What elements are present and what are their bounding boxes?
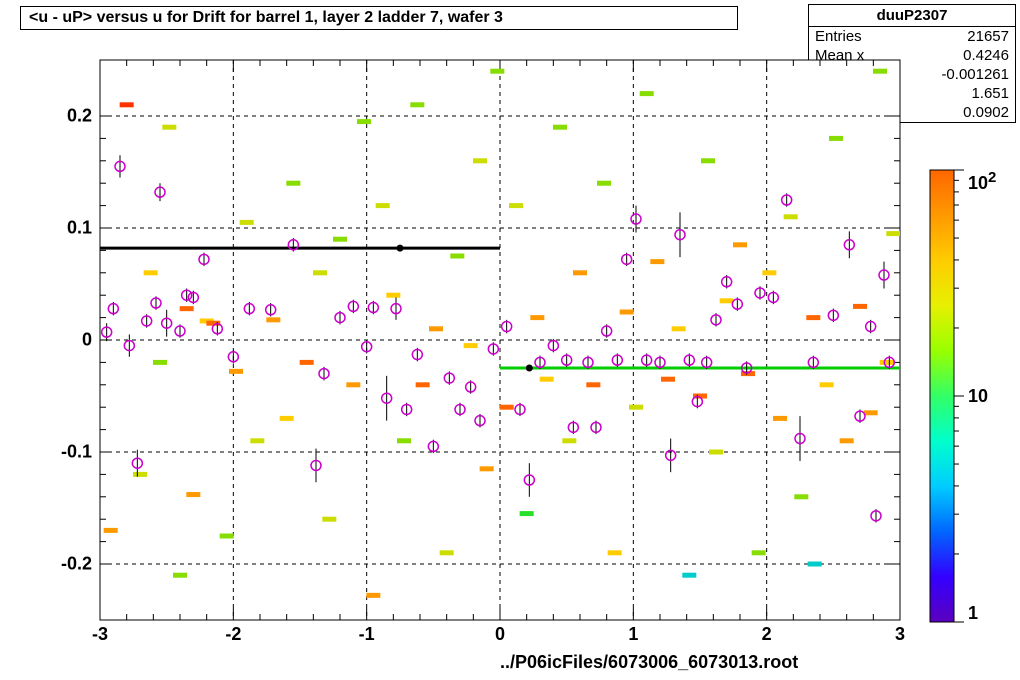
x-tick-label: -2 [225,624,241,645]
file-caption: ../P06icFiles/6073006_6073013.root [500,652,798,673]
x-tick-label: 1 [628,624,638,645]
y-tick-label: 0.2 [4,106,92,127]
x-tick-label: 3 [895,624,905,645]
x-tick-label: -3 [92,624,108,645]
x-tick-label: 2 [762,624,772,645]
x-tick-label: -1 [359,624,375,645]
y-tick-label: -0.2 [4,554,92,575]
z-axis-labels: 1 10 102 [960,0,1020,680]
z-tick-label: 10 [968,386,988,407]
y-tick-label: -0.1 [4,442,92,463]
y-axis-labels: -0.2 -0.1 0 0.1 0.2 [0,0,92,680]
x-axis-labels: -3 -2 -1 0 1 2 3 [0,624,1020,654]
y-tick-label: 0.1 [4,218,92,239]
x-tick-label: 0 [495,624,505,645]
y-tick-label: 0 [4,330,92,351]
z-tick-label: 1 [968,603,978,624]
scatter-plot [0,0,1020,680]
z-tick-label: 102 [968,169,996,194]
